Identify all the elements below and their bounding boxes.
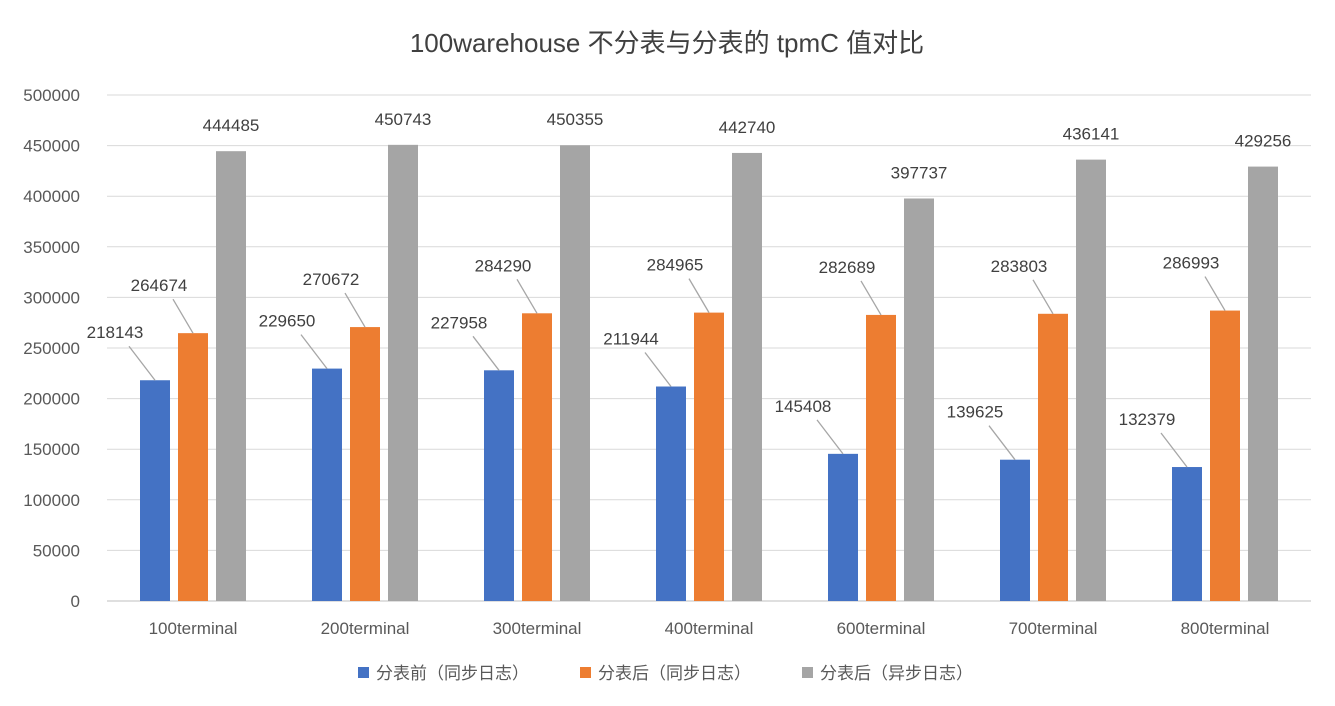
y-tick-label: 400000 bbox=[23, 187, 80, 206]
data-label: 282689 bbox=[819, 258, 876, 277]
data-label: 218143 bbox=[87, 323, 144, 342]
chart-title: 100warehouse 不分表与分表的 tpmC 值对比 bbox=[410, 28, 924, 58]
y-tick-label: 300000 bbox=[23, 288, 80, 307]
leader-line bbox=[816, 419, 844, 455]
data-label: 227958 bbox=[431, 313, 488, 332]
y-tick-label: 150000 bbox=[23, 440, 80, 459]
legend-entry: 分表前（同步日志） bbox=[376, 664, 529, 683]
y-tick-label: 100000 bbox=[23, 491, 80, 510]
data-label: 286993 bbox=[1163, 254, 1220, 273]
bar bbox=[560, 145, 590, 602]
leader-line bbox=[1160, 432, 1188, 468]
leader-line bbox=[472, 335, 500, 371]
bar bbox=[1000, 459, 1030, 601]
x-tick-label: 100terminal bbox=[149, 619, 238, 638]
x-tick-label: 400terminal bbox=[665, 619, 754, 638]
bar bbox=[388, 144, 418, 601]
data-label: 145408 bbox=[775, 397, 832, 416]
x-tick-label: 300terminal bbox=[493, 619, 582, 638]
data-label: 397737 bbox=[891, 163, 948, 182]
data-label: 450743 bbox=[375, 110, 432, 129]
leader-line bbox=[860, 280, 882, 316]
legend-entry: 分表后（异步日志） bbox=[820, 664, 973, 683]
y-tick-label: 200000 bbox=[23, 390, 80, 409]
data-label: 264674 bbox=[131, 276, 188, 295]
bar bbox=[1248, 166, 1278, 601]
data-label: 442740 bbox=[719, 118, 776, 137]
y-tick-label: 0 bbox=[71, 592, 80, 611]
x-axis-ticks: 100terminal 200terminal 300terminal 400term… bbox=[149, 619, 1270, 638]
x-tick-label: 700terminal bbox=[1009, 619, 1098, 638]
data-label: 211944 bbox=[603, 330, 658, 349]
bar bbox=[1172, 467, 1202, 601]
bar bbox=[1076, 159, 1106, 601]
leader-line bbox=[688, 278, 710, 313]
data-label: 139625 bbox=[947, 403, 1004, 422]
data-label: 132379 bbox=[1119, 410, 1176, 429]
bar bbox=[1210, 310, 1240, 601]
data-label: 270672 bbox=[303, 270, 360, 289]
bar bbox=[216, 151, 246, 601]
leader-line bbox=[344, 292, 366, 328]
leader-line bbox=[300, 334, 328, 369]
bar bbox=[904, 198, 934, 601]
bar bbox=[656, 386, 686, 601]
y-tick-label: 250000 bbox=[23, 339, 80, 358]
y-tick-label: 350000 bbox=[23, 238, 80, 257]
x-tick-label: 600terminal bbox=[837, 619, 926, 638]
data-label: 444485 bbox=[203, 116, 260, 135]
data-label: 284965 bbox=[647, 256, 704, 275]
leader-line bbox=[644, 352, 672, 387]
bar bbox=[732, 152, 762, 601]
bar bbox=[484, 370, 514, 601]
data-label: 229650 bbox=[259, 312, 316, 331]
leader-line bbox=[1032, 279, 1054, 315]
bar bbox=[1038, 313, 1068, 601]
bar bbox=[694, 312, 724, 601]
data-label: 450355 bbox=[547, 110, 604, 129]
bar bbox=[522, 313, 552, 601]
leader-line bbox=[128, 345, 156, 381]
x-tick-label: 800terminal bbox=[1181, 619, 1270, 638]
y-tick-label: 50000 bbox=[33, 541, 80, 560]
x-tick-label: 200terminal bbox=[321, 619, 410, 638]
legend-swatch bbox=[802, 667, 813, 678]
legend-swatch bbox=[580, 667, 591, 678]
leader-line bbox=[1204, 276, 1226, 311]
leader-line bbox=[988, 425, 1016, 461]
legend-entry: 分表后（同步日志） bbox=[598, 664, 751, 683]
legend-swatch bbox=[358, 667, 369, 678]
leader-line bbox=[172, 298, 194, 334]
data-label: 284290 bbox=[475, 256, 532, 275]
y-tick-label: 450000 bbox=[23, 137, 80, 156]
data-label: 283803 bbox=[991, 257, 1048, 276]
data-labels: 218143 264674 444485 229650 270672 450743 2279… bbox=[87, 110, 1292, 468]
bars bbox=[140, 144, 1278, 602]
y-axis-ticks: 0 50000 100000 150000 200000 250000 300000 3500… bbox=[23, 86, 80, 611]
y-tick-label: 500000 bbox=[23, 86, 80, 105]
bar bbox=[828, 453, 858, 601]
data-label: 436141 bbox=[1063, 125, 1120, 144]
bar bbox=[312, 368, 342, 601]
bar bbox=[178, 333, 208, 601]
data-label: 429256 bbox=[1235, 132, 1292, 151]
legend: 分表前（同步日志） 分表后（同步日志） 分表后（异步日志） bbox=[358, 664, 973, 683]
leader-line bbox=[516, 278, 538, 314]
bar bbox=[140, 380, 170, 601]
bar bbox=[866, 314, 896, 601]
bar bbox=[350, 327, 380, 601]
